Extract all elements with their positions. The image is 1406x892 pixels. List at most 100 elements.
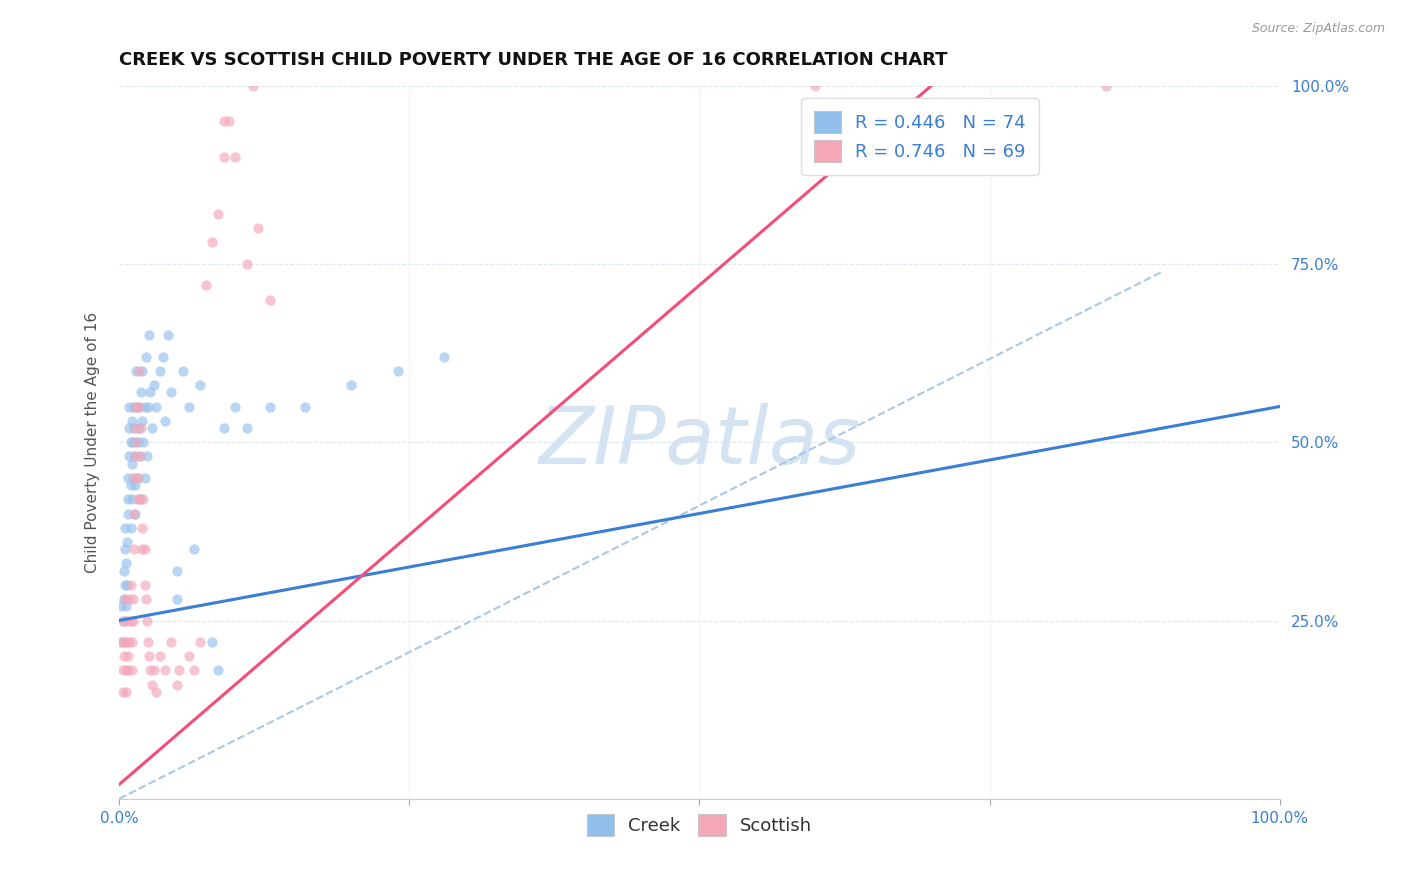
Point [121,457,143,471]
Point [247,221,270,235]
Point [122,435,145,450]
Point [224,400,246,414]
Point [128,400,150,414]
Point [115,635,138,649]
Point [125,435,148,450]
Point [120,435,142,450]
Point [259,293,281,307]
Point [121,664,143,678]
Point [224,150,246,164]
Point [118,450,141,464]
Point [212,150,235,164]
Point [340,378,363,392]
Point [134,400,156,414]
Point [139,385,162,400]
Point [195,278,218,293]
Point [166,564,188,578]
Point [134,542,156,557]
Point [115,599,138,614]
Point [160,635,183,649]
Point [122,471,145,485]
Point [111,635,134,649]
Point [112,592,135,607]
Point [112,614,135,628]
Point [121,414,143,428]
Point [242,78,264,93]
Point [183,542,205,557]
Point [115,535,138,549]
Point [114,521,136,535]
Point [115,685,138,699]
Point [127,471,149,485]
Point [121,492,143,507]
Point [114,578,136,592]
Point [156,328,179,343]
Point [132,435,155,450]
Point [122,471,145,485]
Point [115,664,138,678]
Point [172,364,194,378]
Point [120,614,142,628]
Point [114,635,136,649]
Point [114,592,136,607]
Point [129,492,152,507]
Point [135,450,157,464]
Point [124,421,146,435]
Point [115,614,138,628]
Point [160,385,183,400]
Point [129,450,152,464]
Point [155,414,177,428]
Point [118,421,141,435]
Legend: Creek, Scottish: Creek, Scottish [579,807,820,843]
Point [259,400,281,414]
Point [131,414,153,428]
Point [136,635,159,649]
Point [125,400,148,414]
Point [131,521,153,535]
Point [141,421,163,435]
Point [142,378,165,392]
Text: Source: ZipAtlas.com: Source: ZipAtlas.com [1251,22,1385,36]
Point [433,350,456,364]
Point [124,478,146,492]
Point [152,350,174,364]
Point [136,400,159,414]
Point [122,542,145,557]
Point [142,664,165,678]
Point [121,635,143,649]
Point [110,599,132,614]
Point [1094,78,1116,93]
Point [201,635,224,649]
Point [120,521,142,535]
Point [111,685,134,699]
Point [122,400,145,414]
Point [145,685,167,699]
Point [115,578,138,592]
Point [183,664,205,678]
Text: CREEK VS SCOTTISH CHILD POVERTY UNDER THE AGE OF 16 CORRELATION CHART: CREEK VS SCOTTISH CHILD POVERTY UNDER TH… [120,51,948,69]
Point [129,450,152,464]
Point [117,471,139,485]
Point [218,114,240,128]
Point [127,435,149,450]
Point [120,478,142,492]
Point [118,592,141,607]
Point [117,492,139,507]
Point [387,364,409,378]
Point [169,664,191,678]
Point [149,364,172,378]
Point [139,664,162,678]
Point [129,385,152,400]
Point [128,364,150,378]
Point [118,635,141,649]
Point [201,235,224,250]
Point [207,207,229,221]
Point [155,664,177,678]
Text: ZIPatlas: ZIPatlas [538,403,860,481]
Point [117,507,139,521]
Point [235,257,257,271]
Point [127,471,149,485]
Point [120,578,142,592]
Point [127,492,149,507]
Point [117,649,139,664]
